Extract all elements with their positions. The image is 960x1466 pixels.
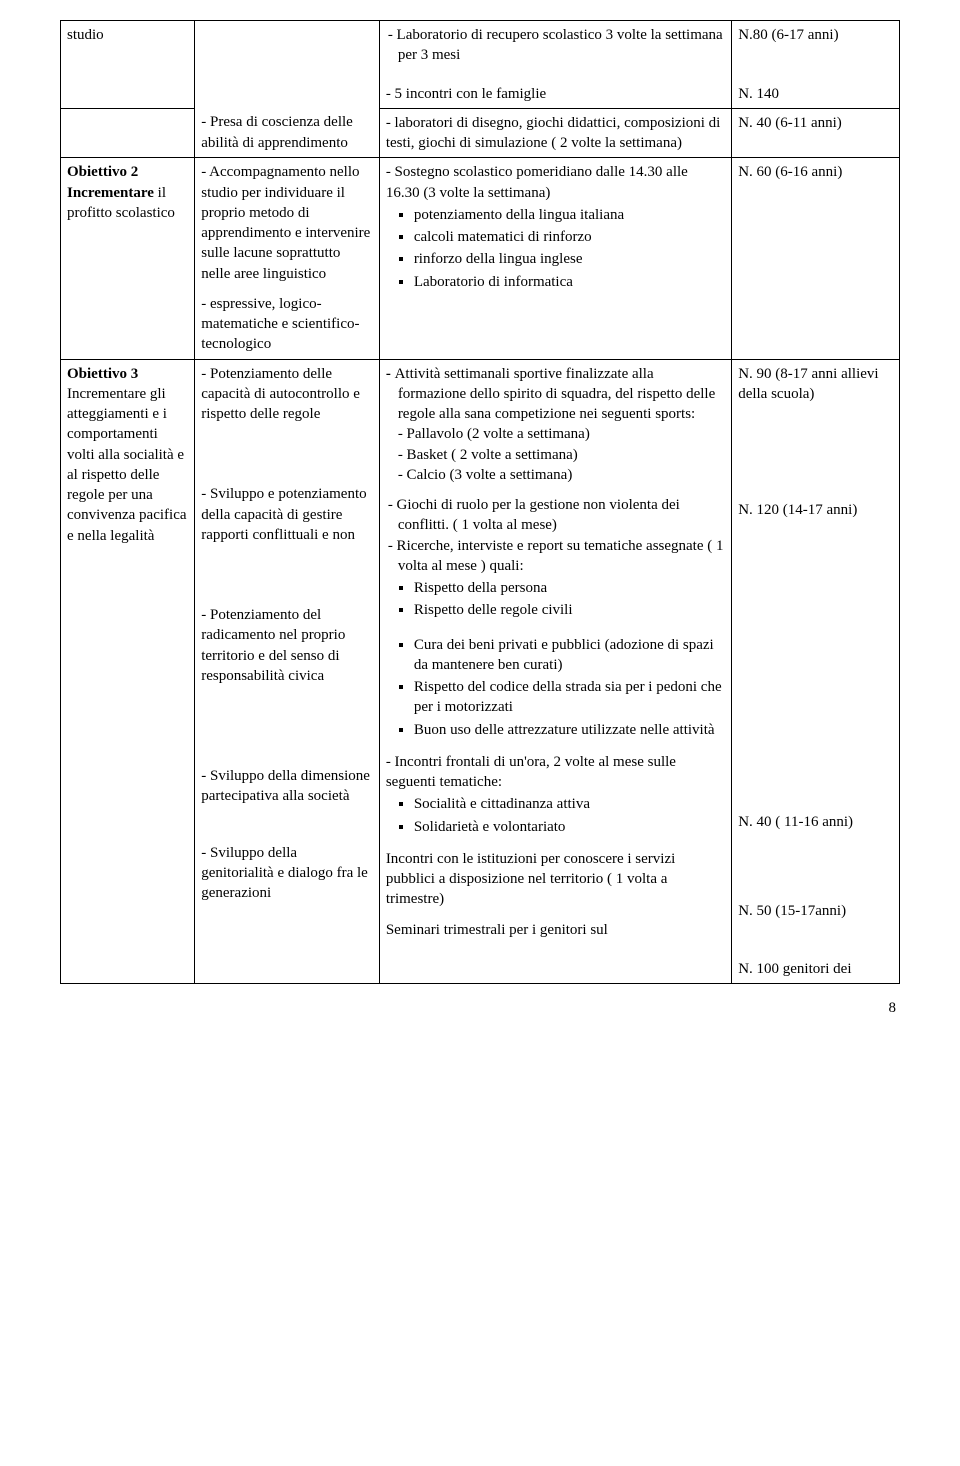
heading: Incrementare	[67, 185, 154, 201]
bullet-list: Cura dei beni privati e pubblici (adozio…	[414, 635, 725, 740]
cell-count: N. 40 (6-11 anni)	[732, 108, 900, 158]
page-container: studio - Laboratorio di recupero scolast…	[0, 0, 960, 1057]
text: - Accompagnamento nello studio per indiv…	[201, 162, 373, 284]
cell-method: - Potenziamento delle capacità di autoco…	[195, 359, 380, 984]
text: N. 140	[738, 86, 779, 102]
text: - Calcio (3 volte a settimana)	[386, 465, 725, 485]
heading: Obiettivo 3	[67, 366, 138, 382]
cell-empty	[195, 21, 380, 109]
curriculum-table: studio - Laboratorio di recupero scolast…	[60, 20, 900, 984]
cell-count: N.80 (6-17 anni)	[732, 21, 900, 70]
cell-activity: - Attività settimanali sportive finalizz…	[379, 359, 731, 984]
cell-activity: - 5 incontri con le famiglie	[379, 70, 731, 109]
bullet-list: Rispetto della persona Rispetto delle re…	[414, 578, 725, 621]
text: studio	[67, 27, 104, 43]
table-row: Obiettivo 2 Incrementare il profitto sco…	[61, 158, 900, 359]
text: - Incontri frontali di un'ora, 2 volte a…	[386, 752, 725, 793]
list-item: potenziamento della lingua italiana	[414, 205, 725, 225]
text: N. 100 genitori dei	[738, 959, 893, 979]
text: - espressive, logico-matematiche e scien…	[201, 294, 373, 355]
cell-method: - Accompagnamento nello studio per indiv…	[195, 158, 380, 359]
cell-method: - Presa di coscienza delle abilità di ap…	[195, 108, 380, 158]
text: N.80 (6-17 anni)	[738, 27, 838, 43]
text: - Presa di coscienza delle abilità di ap…	[201, 114, 353, 150]
cell-objective-studio: studio	[61, 21, 195, 109]
text: N. 40 ( 11-16 anni)	[738, 812, 893, 832]
text: Incontri con le istituzioni per conoscer…	[386, 849, 725, 910]
text: N. 40 (6-11 anni)	[738, 115, 842, 131]
text: - Sostegno scolastico pomeridiano dalle …	[386, 162, 725, 203]
cell-empty	[61, 108, 195, 158]
bullet-list: potenziamento della lingua italiana calc…	[414, 205, 725, 292]
list-item: Cura dei beni privati e pubblici (adozio…	[414, 635, 725, 676]
list-item: Solidarietà e volontariato	[414, 817, 725, 837]
list-item: calcoli matematici di rinforzo	[414, 227, 725, 247]
text: - Giochi di ruolo per la gestione non vi…	[386, 495, 725, 536]
list-item: Rispetto della persona	[414, 578, 725, 598]
list-item: Laboratorio di informatica	[414, 272, 725, 292]
cell-objective-3: Obiettivo 3 Incrementare gli atteggiamen…	[61, 359, 195, 984]
text: - Sviluppo della genitorialità e dialogo…	[201, 843, 373, 904]
cell-count: N. 140	[732, 70, 900, 109]
table-row: - Presa di coscienza delle abilità di ap…	[61, 108, 900, 158]
text: - Sviluppo della dimensione partecipativ…	[201, 766, 373, 807]
text: - Potenziamento delle capacità di autoco…	[201, 364, 373, 425]
text: - Basket ( 2 volte a settimana)	[386, 445, 725, 465]
page-number: 8	[60, 1000, 900, 1017]
text: N. 120 (14-17 anni)	[738, 500, 893, 520]
list-item: Rispetto del codice della strada sia per…	[414, 677, 725, 718]
text: N. 50 (15-17anni)	[738, 901, 893, 921]
text: - Ricerche, interviste e report su temat…	[386, 536, 725, 577]
list-item: Rispetto delle regole civili	[414, 600, 725, 620]
cell-activity: - Sostegno scolastico pomeridiano dalle …	[379, 158, 731, 359]
cell-activity: - Laboratorio di recupero scolastico 3 v…	[379, 21, 731, 70]
text: - Laboratorio di recupero scolastico 3 v…	[386, 25, 725, 66]
text: N. 90 (8-17 anni allievi della scuola)	[738, 364, 893, 405]
text: - Sviluppo e potenziamento della capacit…	[201, 484, 373, 545]
cell-objective-2: Obiettivo 2 Incrementare il profitto sco…	[61, 158, 195, 359]
text: Seminari trimestrali per i genitori sul	[386, 920, 725, 940]
cell-activity: - laboratori di disegno, giochi didattic…	[379, 108, 731, 158]
text: - Pallavolo (2 volte a settimana)	[386, 424, 725, 444]
text: N. 60 (6-16 anni)	[738, 164, 842, 180]
cell-count: N. 90 (8-17 anni allievi della scuola) N…	[732, 359, 900, 984]
text: - laboratori di disegno, giochi didattic…	[386, 115, 721, 151]
text: - Potenziamento del radicamento nel prop…	[201, 605, 373, 686]
list-item: Socialità e cittadinanza attiva	[414, 794, 725, 814]
text: Attività settimanali sportive finalizzat…	[395, 366, 716, 423]
table-row: Obiettivo 3 Incrementare gli atteggiamen…	[61, 359, 900, 984]
table-row: studio - Laboratorio di recupero scolast…	[61, 21, 900, 70]
bold-dash: -	[386, 366, 395, 382]
list-item: Buon uso delle attrezzature utilizzate n…	[414, 720, 725, 740]
text: Incrementare gli atteggiamenti e i compo…	[67, 386, 187, 544]
text: - 5 incontri con le famiglie	[386, 84, 725, 104]
heading: Obiettivo 2	[67, 164, 138, 180]
list-item: rinforzo della lingua inglese	[414, 249, 725, 269]
bullet-list: Socialità e cittadinanza attiva Solidari…	[414, 794, 725, 837]
cell-count: N. 60 (6-16 anni)	[732, 158, 900, 359]
